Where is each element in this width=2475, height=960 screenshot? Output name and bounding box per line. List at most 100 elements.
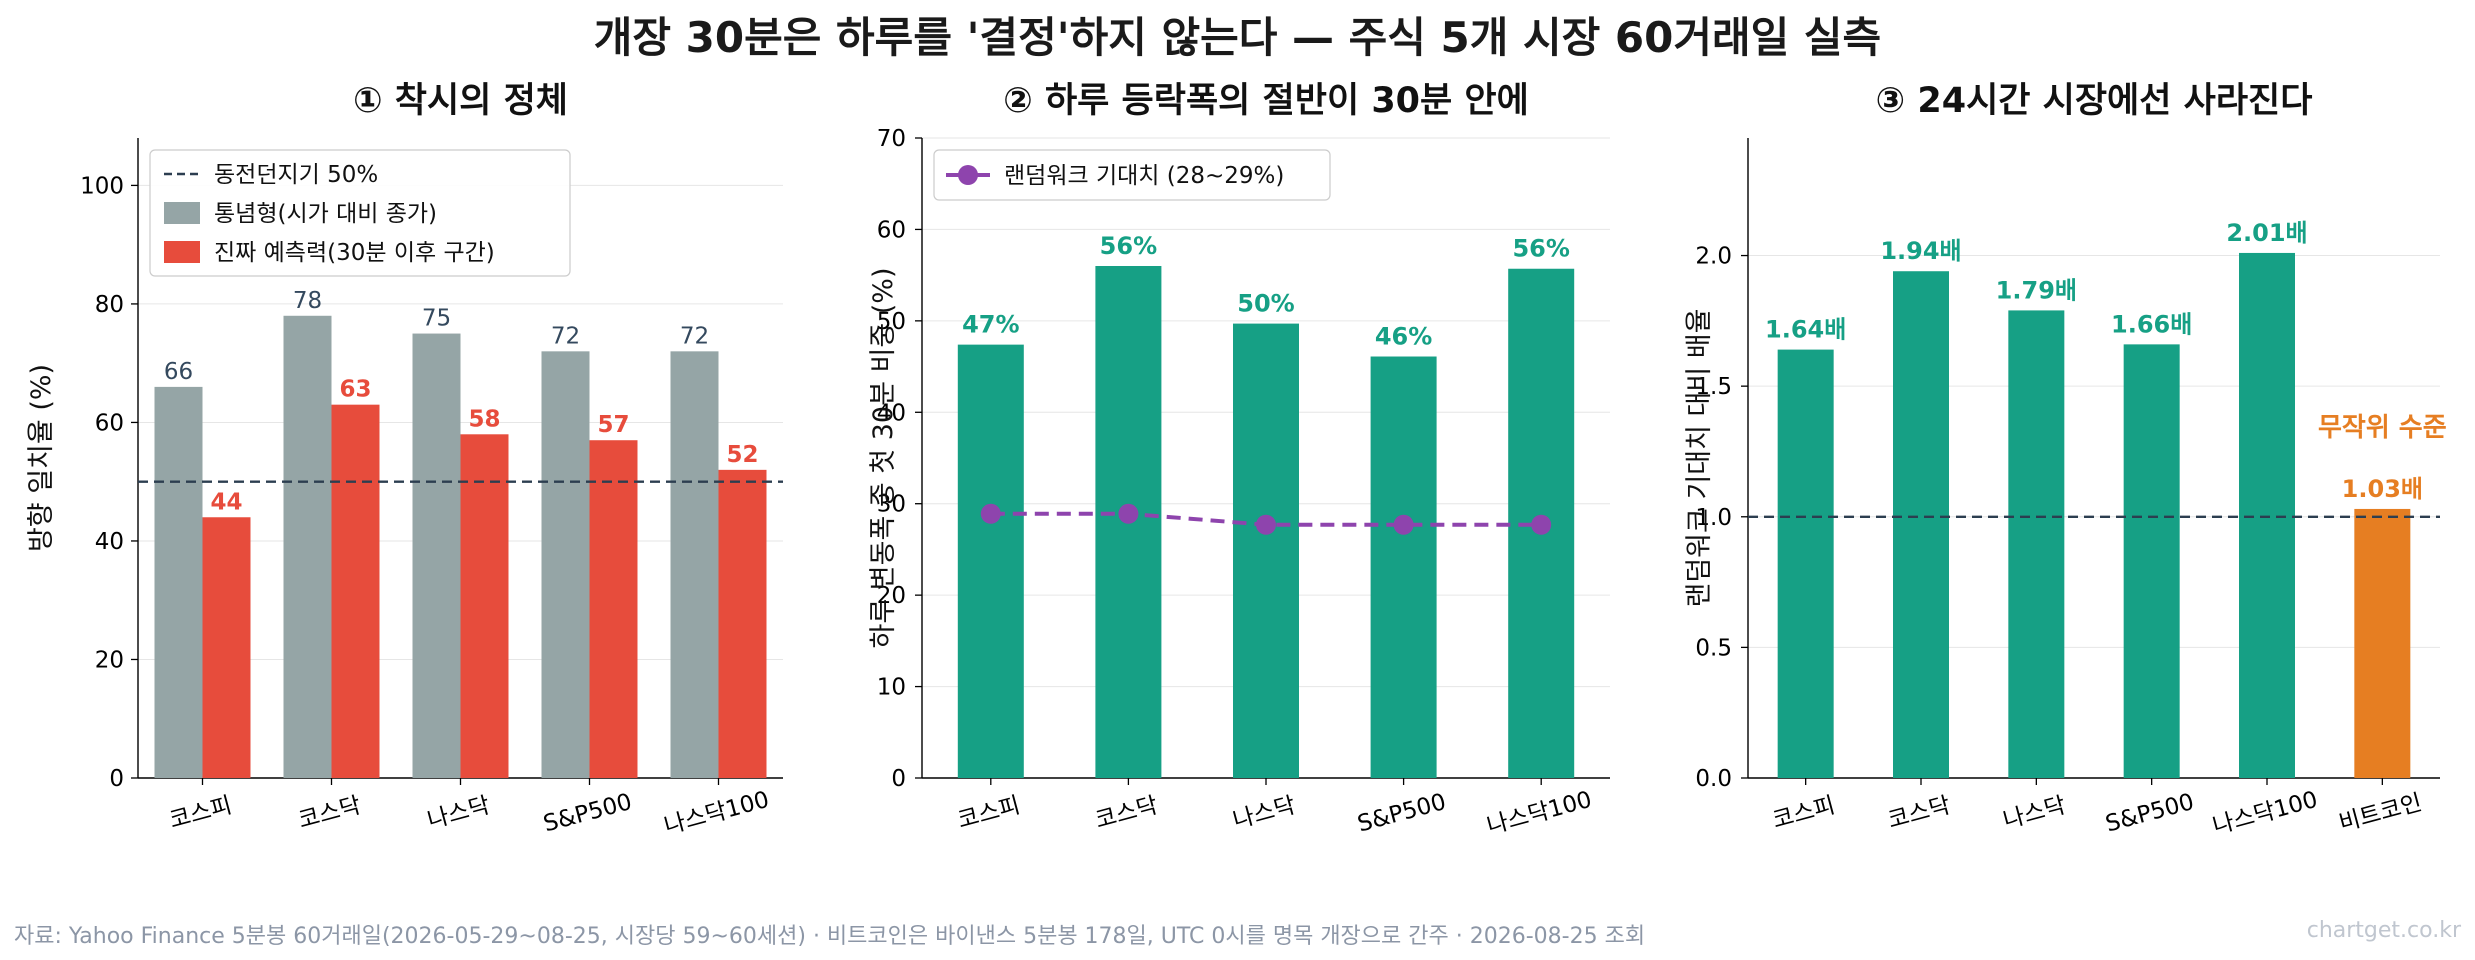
data-label-ratio: 2.01배 — [2226, 219, 2307, 247]
y-tick-label: 70 — [877, 126, 906, 152]
bar-ratio — [2123, 344, 2180, 778]
figure-title: 개장 30분은 하루를 '결정'하지 않는다 — 주식 5개 시장 60거래일 … — [593, 13, 1882, 62]
data-label-ratio: 1.03배 — [2342, 475, 2423, 503]
x-tick-label: S&P500 — [2103, 789, 2197, 837]
bar-conventional — [154, 386, 203, 778]
y-tick-label: 100 — [80, 173, 124, 199]
y-tick-label: 10 — [877, 675, 906, 701]
panel-title: ① 착시의 정체 — [353, 81, 568, 121]
random-walk-point — [1531, 514, 1552, 535]
y-tick-label: 30 — [877, 492, 906, 518]
x-tick-label: 나스닥 — [425, 792, 493, 834]
bar-true-predictive — [460, 434, 509, 778]
random-level-annotation: 무작위 수준 — [2318, 413, 2447, 443]
bar-true-predictive — [718, 469, 767, 778]
bar-ratio — [1777, 349, 1834, 778]
y-tick-label: 20 — [95, 647, 124, 673]
y-tick-label: 40 — [95, 529, 124, 555]
data-label-share: 46% — [1375, 323, 1432, 351]
random-walk-point — [1393, 514, 1414, 535]
bar-first-30min-share — [1370, 356, 1437, 778]
legend-box — [933, 149, 1331, 201]
data-label-share: 47% — [962, 311, 1019, 339]
data-label-share: 56% — [1100, 232, 1157, 260]
random-walk-point — [980, 503, 1001, 524]
y-tick-label: 60 — [877, 217, 906, 243]
data-label-conventional: 72 — [551, 323, 580, 349]
y-tick-label: 1.0 — [1695, 505, 1732, 531]
data-label-true-predictive: 58 — [468, 406, 500, 432]
y-axis-label: 랜덤워크 기대치 대비 배율 — [1684, 309, 1715, 608]
y-tick-label: 0 — [109, 766, 124, 792]
y-tick-label: 20 — [877, 583, 906, 609]
bar-true-predictive — [331, 404, 380, 778]
legend-swatch-true-predictive — [164, 241, 200, 263]
legend-label-reference: 동전던지기 50% — [214, 162, 378, 188]
y-axis-label: 방향 일치율 (%) — [26, 364, 57, 552]
source-note: 자료: Yahoo Finance 5분봉 60거래일(2026-05-29~0… — [14, 924, 1646, 949]
random-walk-point — [1118, 503, 1139, 524]
y-axis-label: 하루 변동폭 중 첫 30분 비중 (%) — [868, 268, 899, 649]
bar-conventional — [412, 333, 461, 778]
y-tick-label: 0.0 — [1695, 766, 1732, 792]
data-label-ratio: 1.79배 — [1996, 276, 2077, 304]
data-label-conventional: 66 — [164, 359, 193, 385]
y-tick-label: 60 — [95, 410, 124, 436]
y-tick-label: 50 — [877, 309, 906, 335]
x-tick-label: 코스닥 — [1093, 792, 1161, 834]
x-tick-label: 나스닥100 — [661, 787, 771, 840]
bar-true-predictive — [589, 440, 638, 778]
legend-swatch-conventional — [164, 202, 200, 224]
x-tick-label: 나스닥100 — [1484, 787, 1594, 840]
data-label-true-predictive: 63 — [339, 377, 371, 403]
data-label-share: 56% — [1512, 235, 1569, 263]
data-label-share: 50% — [1237, 290, 1294, 318]
panel-title: ② 하루 등락폭의 절반이 30분 안에 — [1003, 81, 1529, 121]
x-tick-label: S&P500 — [1355, 789, 1449, 837]
data-label-true-predictive: 44 — [210, 489, 242, 515]
legend-label-true-predictive: 진짜 예측력(30분 이후 구간) — [214, 240, 495, 266]
legend-label-conventional: 통념형(시가 대비 종가) — [214, 201, 437, 227]
data-label-ratio: 1.64배 — [1765, 316, 1846, 344]
data-label-ratio: 1.66배 — [2111, 310, 2192, 338]
data-label-conventional: 72 — [680, 323, 709, 349]
y-tick-label: 1.5 — [1695, 374, 1732, 400]
bar-true-predictive — [202, 517, 251, 778]
x-tick-label: 나스닥 — [2000, 792, 2068, 834]
x-tick-label: 코스피 — [1770, 792, 1838, 834]
bar-bitcoin-ratio — [2354, 508, 2411, 778]
bar-ratio — [2008, 310, 2065, 778]
panel-title: ③ 24시간 시장에선 사라진다 — [1876, 81, 2313, 121]
x-tick-label: 나스닥100 — [2210, 787, 2320, 840]
y-tick-label: 80 — [95, 292, 124, 318]
x-tick-label: 코스닥 — [296, 792, 364, 834]
data-label-conventional: 78 — [293, 288, 322, 314]
x-tick-label: 코스피 — [167, 792, 235, 834]
y-tick-label: 2.0 — [1695, 244, 1732, 270]
legend-box — [149, 149, 571, 277]
bar-ratio — [1893, 271, 1949, 778]
random-walk-point — [1256, 514, 1276, 535]
bar-ratio — [2239, 252, 2295, 778]
bar-first-30min-share — [957, 344, 1024, 778]
x-tick-label: S&P500 — [541, 789, 635, 837]
x-tick-label: 비트코인 — [2336, 790, 2424, 837]
data-label-ratio: 1.94배 — [1880, 237, 1961, 265]
x-tick-label: 코스피 — [955, 792, 1023, 834]
legend-marker-random-walk — [958, 165, 978, 185]
bar-conventional — [283, 315, 332, 778]
bar-conventional — [541, 351, 590, 778]
data-label-true-predictive: 57 — [597, 412, 629, 438]
bar-conventional — [670, 351, 719, 778]
data-label-true-predictive: 52 — [726, 442, 758, 468]
bar-first-30min-share — [1233, 323, 1299, 778]
x-tick-label: 나스닥 — [1230, 792, 1298, 834]
y-tick-label: 0 — [891, 766, 906, 792]
y-tick-label: 0.5 — [1695, 635, 1732, 661]
watermark: chartget.co.kr — [2306, 918, 2461, 943]
x-tick-label: 코스닥 — [1885, 792, 1953, 834]
data-label-conventional: 75 — [422, 306, 451, 332]
y-tick-label: 40 — [877, 400, 906, 426]
legend-label-random-walk: 랜덤워크 기대치 (28~29%) — [1004, 163, 1284, 189]
